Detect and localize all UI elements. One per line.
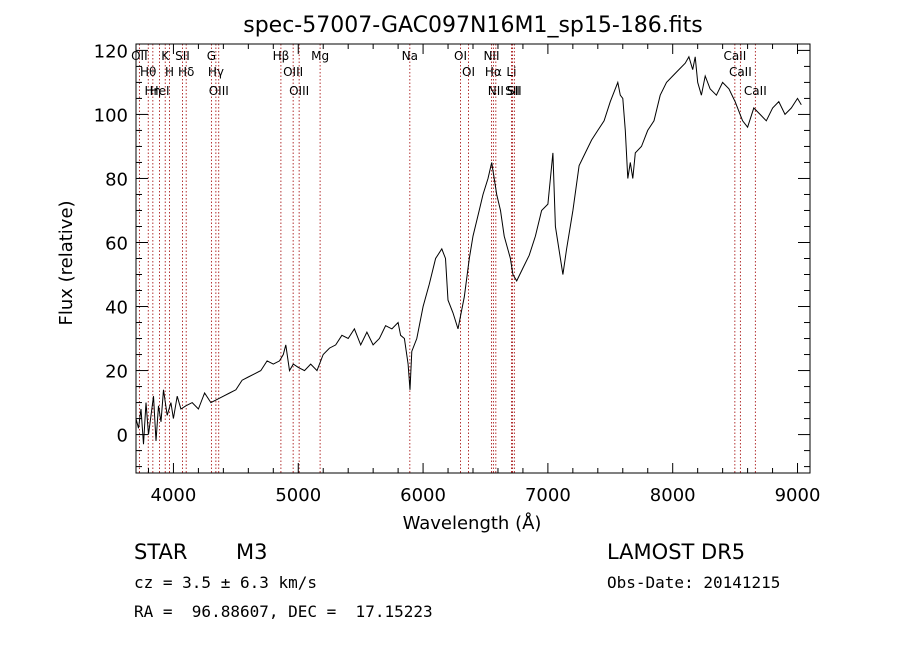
y-tick-label: 40	[105, 298, 128, 319]
x-tick-label: 5000	[275, 485, 321, 506]
x-tick-label: 4000	[151, 485, 197, 506]
spectral-line-label: OIII	[283, 65, 303, 79]
object-class: STAR	[134, 540, 188, 564]
survey-name: LAMOST DR5	[607, 540, 746, 564]
spectral-line-label: Hθ	[140, 65, 156, 79]
spectral-line-label: K	[161, 49, 170, 63]
spectral-line-label: NII	[488, 84, 504, 98]
x-tick-label: 9000	[775, 485, 821, 506]
y-tick-label: 20	[105, 362, 128, 383]
x-tick-label: 8000	[650, 485, 696, 506]
spectral-line-label: CaII	[744, 84, 767, 98]
spectral-line-label: Hα	[485, 65, 502, 79]
spectral-line-label: Li	[506, 65, 516, 79]
chart-title: spec-57007-GAC097N16M1_sp15-186.fits	[243, 13, 703, 38]
y-tick-label: 80	[105, 169, 128, 190]
spectral-line-label: OI	[462, 65, 475, 79]
y-tick-label: 100	[94, 105, 128, 126]
observation-date: Obs-Date: 20141215	[607, 573, 781, 592]
y-axis-label: Flux (relative)	[56, 200, 77, 325]
spectral-line-label: CaII	[729, 65, 752, 79]
spectral-line-label: HeI	[150, 84, 170, 98]
spectral-line-label: Hβ	[273, 49, 290, 63]
spectral-line-label: OIII	[209, 84, 229, 98]
spectral-line-label: Hη	[145, 84, 162, 98]
spectral-line-label: Na	[402, 49, 418, 63]
spectral-line-label: Hγ	[208, 65, 224, 79]
spectral-line-label: SII	[507, 84, 522, 98]
axis-ticks: 4000 5000 6000 7000 8000 9000 0 20 40 60 80 100 120	[94, 41, 821, 506]
spectral-line-label: OI	[454, 49, 467, 63]
spectral-line-label: Mg	[311, 49, 329, 63]
x-axis-label: Wavelength (Å)	[403, 512, 542, 534]
spectral-line-label: SII	[505, 84, 520, 98]
plot-frame	[135, 43, 811, 474]
spectral-line-label: SII	[175, 49, 190, 63]
y-tick-label: 0	[117, 426, 128, 447]
spectrum-line	[135, 55, 802, 445]
x-tick-label: 6000	[400, 485, 446, 506]
spectral-line-label: CaII	[723, 49, 746, 63]
redshift-velocity: cz = 3.5 ± 6.3 km/s	[134, 573, 318, 592]
spectral-line-label: OII	[131, 49, 148, 63]
y-tick-label: 60	[105, 233, 128, 254]
spectral-line-label: Hδ	[178, 65, 194, 79]
spectral-line-label: OIII	[289, 84, 309, 98]
y-tick-label: 120	[94, 41, 128, 62]
object-subclass: M3	[236, 540, 268, 564]
spectral-line-label: G	[207, 49, 216, 63]
spectral-line-label: H	[165, 65, 174, 79]
coordinates: RA = 96.88607, DEC = 17.15223	[134, 602, 433, 621]
spectral-line-label: NII	[483, 49, 499, 63]
x-tick-label: 7000	[525, 485, 571, 506]
